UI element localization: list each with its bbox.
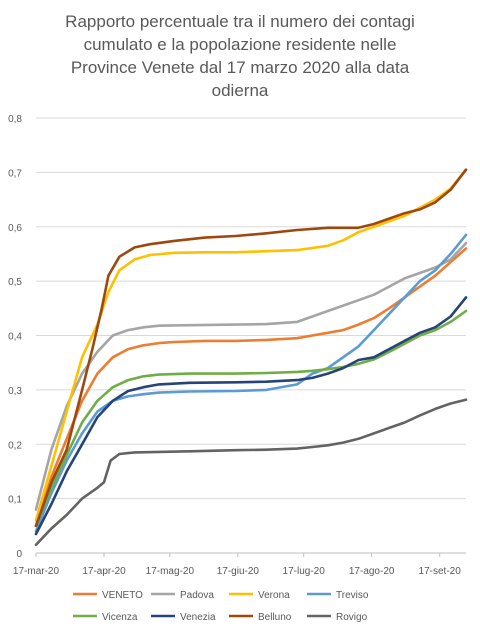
y-tick-label: 0,6 — [8, 223, 22, 234]
x-tick-label: 17-set-20 — [419, 566, 462, 577]
y-tick-label: 0,1 — [8, 495, 22, 506]
y-tick-label: 0,8 — [8, 114, 22, 125]
series-line-padova — [34, 241, 468, 511]
x-tick-label: 17-ago-20 — [349, 566, 395, 577]
legend-label: Venezia — [180, 612, 216, 623]
legend-label: VENETO — [102, 590, 143, 601]
legend-label: Belluno — [258, 612, 292, 623]
series-line-belluno — [34, 168, 468, 528]
x-tick-label: 17-mar-20 — [13, 566, 60, 577]
series-line-verona — [34, 168, 468, 522]
y-tick-label: 0,2 — [8, 440, 22, 451]
chart-title-line-4: odierna — [211, 81, 269, 100]
series-lines — [34, 168, 468, 547]
grid-lines — [36, 117, 466, 500]
y-tick-label: 0,7 — [8, 168, 22, 179]
x-tick-label: 17-apr-20 — [82, 566, 126, 577]
y-tick-label: 0 — [16, 549, 22, 560]
series-line-vicenza — [34, 309, 468, 528]
chart-title-line-3: Province Venete dal 17 marzo 2020 alla d… — [70, 58, 410, 77]
legend-item-rovigo: Rovigo — [307, 612, 368, 623]
chart-title: Rapporto percentuale tra il numero dei c… — [20, 10, 460, 102]
legend: VENETO Padova Verona Treviso Vicenza Venezia B… — [73, 590, 369, 623]
chart-title-line-1: Rapporto percentuale tra il numero dei c… — [65, 12, 415, 31]
series-line-treviso — [34, 233, 468, 533]
legend-item-veneto: VENETO — [73, 590, 143, 601]
legend-label: Rovigo — [336, 612, 368, 623]
y-tick-label: 0,4 — [8, 332, 22, 343]
series-line-venezia — [34, 296, 468, 536]
legend-item-vicenza: Vicenza — [73, 612, 138, 623]
legend-item-belluno: Belluno — [229, 612, 292, 623]
y-tick-label: 0,5 — [8, 277, 22, 288]
legend-item-venezia: Venezia — [151, 612, 216, 623]
legend-label: Treviso — [336, 590, 369, 601]
x-tick-label: 17-giu-20 — [217, 566, 260, 577]
legend-item-treviso: Treviso — [307, 590, 369, 601]
axes: 0 0,1 0,2 0,3 0,4 0,5 0,6 0,7 0,8 17-mar-20 17-apr… — [8, 114, 466, 577]
legend-item-verona: Verona — [229, 590, 290, 601]
legend-item-padova: Padova — [151, 590, 214, 601]
x-tick-label: 17-lug-20 — [283, 566, 326, 577]
legend-label: Verona — [258, 590, 290, 601]
x-tick-label: 17-mag-20 — [146, 566, 195, 577]
legend-label: Padova — [180, 590, 214, 601]
y-tick-label: 0,3 — [8, 386, 22, 397]
chart-title-line-2: cumulato e la popolazione residente nell… — [83, 35, 397, 54]
legend-label: Vicenza — [102, 612, 138, 623]
series-line-rovigo — [34, 398, 468, 547]
